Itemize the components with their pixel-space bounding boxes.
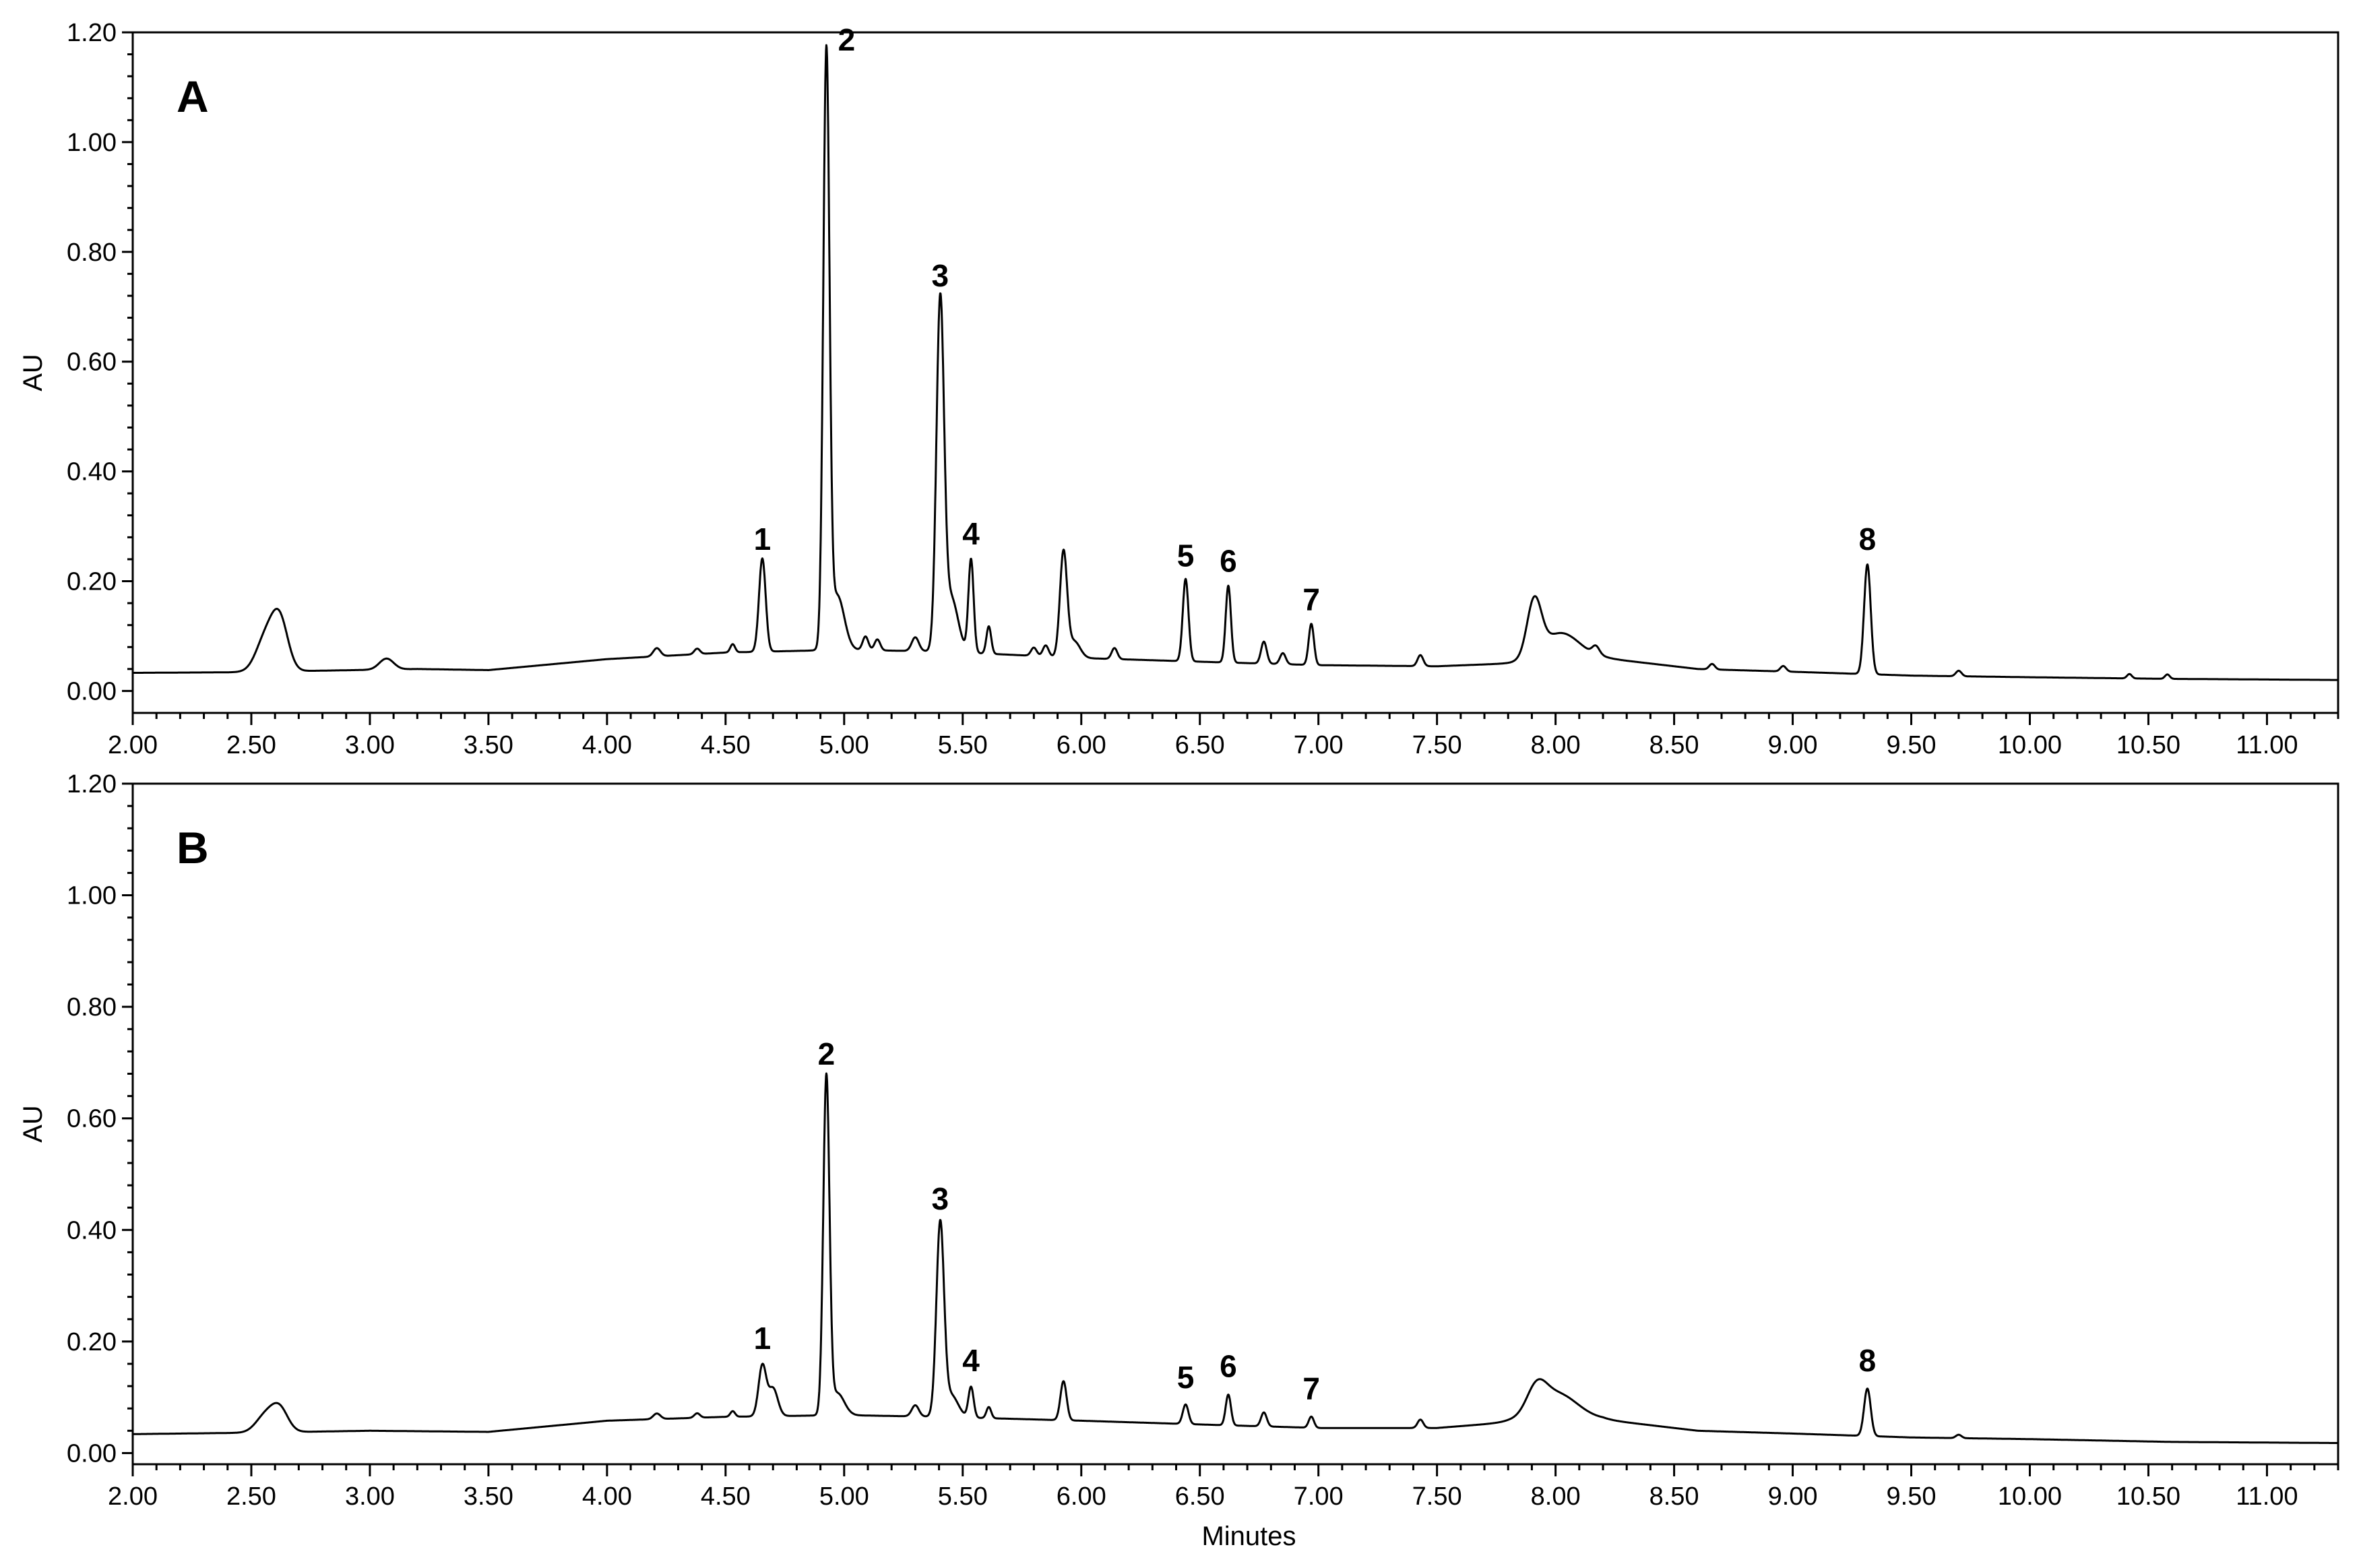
- y-tick-label: 0.20: [67, 568, 117, 596]
- y-tick-label: 1.00: [67, 129, 117, 157]
- x-tick-label: 7.00: [1294, 731, 1344, 759]
- x-tick-label: 5.50: [938, 1482, 988, 1511]
- x-tick-label: 4.00: [582, 1482, 632, 1511]
- peak-label-3: 3: [932, 258, 949, 293]
- y-tick-label: 1.20: [67, 19, 117, 47]
- panel-a-x-axis: 2.00 2.50 3.00 3.50 4.00 4.50 5.00 5.50 6.00 6.50…: [108, 713, 2339, 759]
- peak-label-8: 8: [1859, 522, 1877, 557]
- x-tick-label: 4.50: [701, 731, 751, 759]
- x-tick-label: 5.00: [819, 1482, 869, 1511]
- peak-label-7: 7: [1302, 582, 1320, 617]
- peak-label-7: 7: [1302, 1371, 1320, 1406]
- y-tick-label: 0.40: [67, 1216, 117, 1245]
- x-tick-label: 5.00: [819, 731, 869, 759]
- y-tick-label: 0.00: [67, 677, 117, 705]
- x-tick-label: 10.00: [1998, 1482, 2062, 1511]
- y-tick-label: 0.20: [67, 1328, 117, 1356]
- x-tick-label: 3.50: [464, 1482, 513, 1511]
- x-tick-label: 11.00: [2236, 1482, 2298, 1511]
- x-tick-label: 2.00: [108, 1482, 158, 1511]
- x-tick-label: 5.50: [938, 731, 988, 759]
- x-tick-label: 8.00: [1531, 731, 1581, 759]
- x-tick-label: 10.50: [2116, 1482, 2180, 1511]
- y-tick-label: 1.00: [67, 882, 117, 910]
- x-tick-label: 4.00: [582, 731, 632, 759]
- y-tick-label: 0.00: [67, 1439, 117, 1468]
- panel-a-trace: [132, 44, 2339, 681]
- x-tick-label: 11.00: [2236, 731, 2298, 759]
- x-tick-label: 9.00: [1768, 731, 1818, 759]
- panel-b-x-axis-title: Minutes: [1201, 1522, 1296, 1551]
- peak-label-5: 5: [1177, 538, 1195, 573]
- x-tick-label: 10.50: [2116, 731, 2180, 759]
- panel-b-y-axis: 0.00 0.20 0.40 0.60 0.80 1.00 1.20: [67, 770, 133, 1468]
- peak-label-1: 1: [754, 522, 772, 557]
- peak-label-6: 6: [1220, 1348, 1237, 1383]
- peak-label-2: 2: [838, 22, 856, 57]
- panel-a-frame: [131, 31, 2339, 714]
- peak-label-3: 3: [932, 1181, 949, 1216]
- panel-a-letter: A: [177, 71, 209, 121]
- x-tick-label: 9.00: [1768, 1482, 1818, 1511]
- y-tick-label: 0.60: [67, 348, 117, 377]
- x-tick-label: 8.00: [1531, 1482, 1581, 1511]
- x-tick-label: 9.50: [1887, 731, 1937, 759]
- peak-label-5: 5: [1177, 1360, 1195, 1395]
- x-tick-label: 2.50: [226, 731, 276, 759]
- panel-b-x-axis: 2.00 2.50 3.00 3.50 4.00 4.50 5.00 5.50 6.00 6.50…: [108, 1464, 2339, 1511]
- peak-label-1: 1: [754, 1321, 772, 1356]
- panel-b-peak-labels: 1 2 3 4 5 6 7 8: [754, 1036, 1877, 1406]
- y-tick-label: 1.20: [67, 770, 117, 798]
- x-tick-label: 6.50: [1175, 731, 1225, 759]
- x-tick-label: 8.50: [1649, 1482, 1699, 1511]
- x-tick-label: 3.00: [345, 1482, 395, 1511]
- peak-label-8: 8: [1859, 1343, 1877, 1378]
- x-tick-label: 6.00: [1057, 731, 1106, 759]
- x-tick-label: 2.50: [226, 1482, 276, 1511]
- x-tick-label: 6.00: [1057, 1482, 1106, 1511]
- peak-label-2: 2: [818, 1036, 836, 1071]
- x-tick-label: 3.00: [345, 731, 395, 759]
- y-tick-label: 0.80: [67, 993, 117, 1022]
- x-tick-label: 9.50: [1887, 1482, 1937, 1511]
- panel-a-y-axis-title: AU: [18, 354, 48, 391]
- x-tick-label: 3.50: [464, 731, 513, 759]
- x-tick-label: 8.50: [1649, 731, 1699, 759]
- panel-b: 0.00 0.20 0.40 0.60 0.80 1.00 1.20 2.00 2.50 3.0…: [18, 770, 2339, 1551]
- panel-b-letter: B: [177, 823, 209, 873]
- panel-b-trace: [132, 1072, 2339, 1444]
- panel-a-y-axis: 0.00 0.20 0.40 0.60 0.80 1.00 1.20: [67, 19, 133, 705]
- x-tick-label: 6.50: [1175, 1482, 1225, 1511]
- x-tick-label: 7.50: [1412, 731, 1462, 759]
- x-tick-label: 4.50: [701, 1482, 751, 1511]
- y-tick-label: 0.60: [67, 1105, 117, 1133]
- panel-b-frame: [131, 782, 2339, 1466]
- panel-b-y-axis-title: AU: [18, 1105, 48, 1143]
- x-tick-label: 7.00: [1294, 1482, 1344, 1511]
- x-tick-label: 10.00: [1998, 731, 2062, 759]
- panel-a-peak-labels: 1 2 3 4 5 6 7 8: [754, 22, 1877, 617]
- peak-label-4: 4: [962, 516, 980, 551]
- y-tick-label: 0.80: [67, 239, 117, 267]
- peak-label-4: 4: [962, 1343, 980, 1378]
- peak-label-6: 6: [1220, 544, 1237, 579]
- x-tick-label: 7.50: [1412, 1482, 1462, 1511]
- x-tick-label: 2.00: [108, 731, 158, 759]
- panel-a: 0.00 0.20 0.40 0.60 0.80 1.00 1.20 2.00 2.50 3.0…: [18, 19, 2339, 759]
- y-tick-label: 0.40: [67, 458, 117, 487]
